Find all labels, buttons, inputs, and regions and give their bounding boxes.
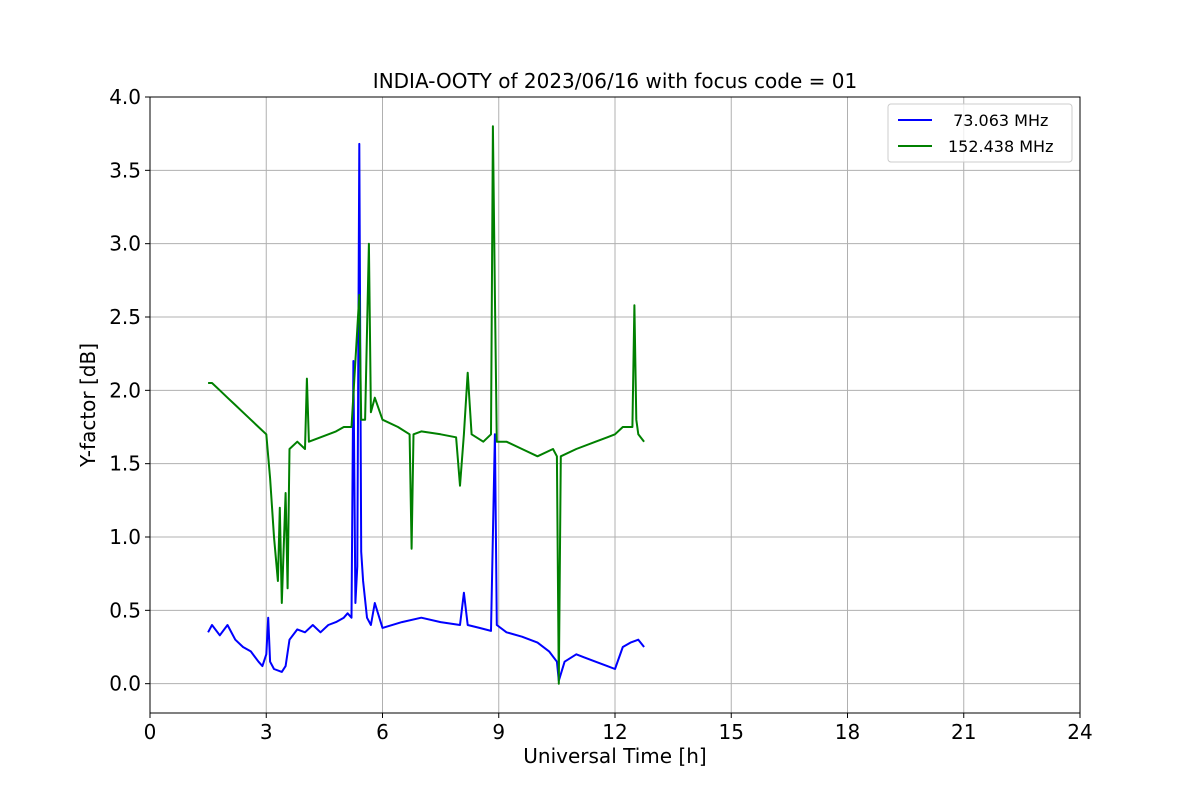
x-tick-label: 18 — [835, 720, 860, 744]
legend-entry-label: 152.438 MHz — [948, 137, 1053, 156]
x-tick-label: 15 — [719, 720, 744, 744]
y-tick-label: 2.0 — [109, 378, 141, 402]
x-axis-label: Universal Time [h] — [523, 744, 706, 768]
y-tick-label: 0.0 — [109, 672, 141, 696]
x-tick-label: 24 — [1067, 720, 1092, 744]
x-tick-label: 12 — [602, 720, 627, 744]
y-tick-label: 4.0 — [109, 85, 141, 109]
y-tick-label: 1.0 — [109, 525, 141, 549]
x-tick-label: 9 — [492, 720, 505, 744]
chart-title: INDIA-OOTY of 2023/06/16 with focus code… — [373, 69, 857, 93]
x-tick-label: 0 — [144, 720, 157, 744]
series-lines — [207, 125, 645, 685]
y-tick-label: 0.5 — [109, 598, 141, 622]
series-line-blue — [207, 142, 645, 682]
x-tick-label: 3 — [260, 720, 273, 744]
y-tick-label: 2.5 — [109, 305, 141, 329]
legend-box — [887, 103, 1073, 163]
x-tick-label: 6 — [376, 720, 389, 744]
legend: 73.063 MHz 152.438 MHz — [887, 103, 1073, 163]
series-line-green — [208, 125, 645, 685]
y-axis-label: Y-factor [dB] — [76, 343, 100, 468]
y-tick-label: 3.5 — [109, 158, 141, 182]
axes: 0 3 6 9 12 15 18 21 24 0.0 0.5 1.0 1.5 2.0 2.5 3.0 3.5 4.… — [109, 85, 1093, 744]
y-tick-label: 1.5 — [109, 452, 141, 476]
legend-entry-label: 73.063 MHz — [948, 111, 1048, 130]
grid-lines — [149, 96, 1081, 713]
y-tick-label: 3.0 — [109, 232, 141, 256]
x-tick-label: 21 — [951, 720, 976, 744]
